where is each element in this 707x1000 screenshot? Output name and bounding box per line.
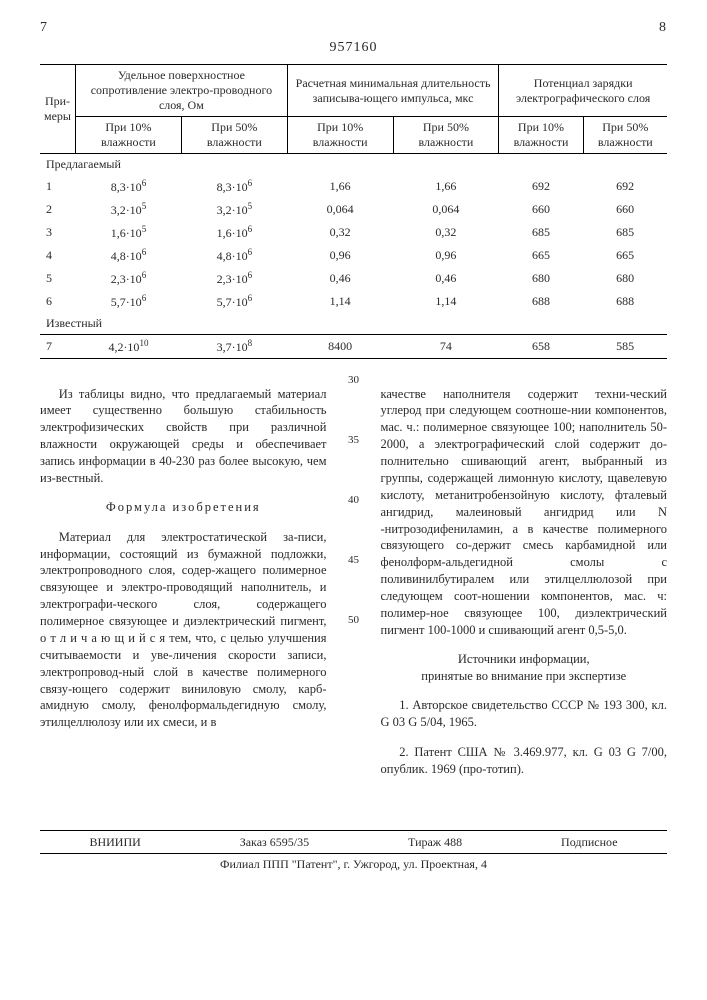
- patent-number: 957160: [40, 40, 667, 56]
- table-cell: 5,7·106: [75, 290, 181, 313]
- table-cell: 2: [40, 198, 75, 221]
- th-r50: При 50% влажности: [181, 117, 287, 154]
- table-cell: 0,96: [393, 244, 499, 267]
- table-cell: 680: [583, 267, 667, 290]
- right-column: качестве наполнителя содержит техни-ческ…: [381, 373, 668, 790]
- footer-order: Заказ 6595/35: [240, 835, 309, 850]
- th-p10: При 10% влажности: [499, 117, 583, 154]
- footer-address: Филиал ППП "Патент", г. Ужгород, ул. Про…: [40, 857, 667, 872]
- data-table: При- меры Удельное поверхностное сопроти…: [40, 64, 667, 359]
- table-cell: 6: [40, 290, 75, 313]
- group-known: Известный: [40, 313, 667, 335]
- table-row: 52,3·1062,3·1060,460,46680680: [40, 267, 667, 290]
- table-cell: 660: [499, 198, 583, 221]
- table-cell: 3,2·105: [181, 198, 287, 221]
- table-row: 74,2·10103,7·108840074658585: [40, 335, 667, 359]
- table-row: 31,6·1051,6·1060,320,32685685: [40, 221, 667, 244]
- formula-title: Формула изобретения: [40, 499, 327, 516]
- ln40: 40: [348, 493, 359, 508]
- table-cell: 4: [40, 244, 75, 267]
- footer-vniipi: ВНИИПИ: [89, 835, 140, 850]
- th-resistance: Удельное поверхностное сопротивление эле…: [75, 65, 287, 117]
- footer: ВНИИПИ Заказ 6595/35 Тираж 488 Подписное…: [40, 830, 667, 872]
- src1: 1. Авторское свидетельство СССР № 193 30…: [381, 697, 668, 731]
- table-row: 44,8·1064,8·1060,960,96665665: [40, 244, 667, 267]
- footer-sub: Подписное: [561, 835, 618, 850]
- th-r10: При 10% влажности: [75, 117, 181, 154]
- table-cell: 1: [40, 175, 75, 198]
- table-cell: 692: [583, 175, 667, 198]
- ln30: 30: [348, 373, 359, 388]
- table-cell: 688: [499, 290, 583, 313]
- table-cell: 692: [499, 175, 583, 198]
- table-cell: 1,14: [287, 290, 393, 313]
- table-cell: 685: [499, 221, 583, 244]
- table-cell: 0,32: [393, 221, 499, 244]
- table-cell: 0,46: [393, 267, 499, 290]
- th-examples: При- меры: [40, 65, 75, 154]
- table-cell: 658: [499, 335, 583, 359]
- table-cell: 3,2·105: [75, 198, 181, 221]
- body-columns: Из таблицы видно, что предлагаемый матер…: [40, 373, 667, 790]
- page-right-num: 8: [659, 20, 667, 36]
- table-cell: 1,66: [287, 175, 393, 198]
- table-cell: 660: [583, 198, 667, 221]
- th-duration: Расчетная минимальная длительность запис…: [287, 65, 499, 117]
- left-p1: Из таблицы видно, что предлагаемый матер…: [40, 386, 327, 487]
- table-cell: 0,46: [287, 267, 393, 290]
- table-row: 65,7·1065,7·1061,141,14688688: [40, 290, 667, 313]
- table-cell: 0,064: [287, 198, 393, 221]
- th-p50: При 50% влажности: [583, 117, 667, 154]
- group-proposed: Предлагаемый: [40, 154, 667, 176]
- ln45: 45: [348, 553, 359, 568]
- src2: 2. Патент США № 3.469.977, кл. G 03 G 7/…: [381, 744, 668, 778]
- line-numbers: 30 35 40 45 50: [345, 373, 363, 790]
- sources-title: Источники информации, принятые во вниман…: [381, 651, 668, 685]
- table-cell: 1,66: [393, 175, 499, 198]
- table-cell: 688: [583, 290, 667, 313]
- table-cell: 685: [583, 221, 667, 244]
- table-cell: 680: [499, 267, 583, 290]
- table-cell: 74: [393, 335, 499, 359]
- left-column: Из таблицы видно, что предлагаемый матер…: [40, 373, 327, 790]
- table-cell: 5: [40, 267, 75, 290]
- table-cell: 7: [40, 335, 75, 359]
- table-cell: 5,7·106: [181, 290, 287, 313]
- table-cell: 0,32: [287, 221, 393, 244]
- table-cell: 8400: [287, 335, 393, 359]
- table-cell: 8,3·106: [75, 175, 181, 198]
- table-cell: 1,6·105: [75, 221, 181, 244]
- th-d10: При 10% влажности: [287, 117, 393, 154]
- table-cell: 4,2·1010: [75, 335, 181, 359]
- table-cell: 3,7·108: [181, 335, 287, 359]
- table-cell: 665: [583, 244, 667, 267]
- left-p2: Материал для электростатической за-писи,…: [40, 529, 327, 732]
- table-cell: 665: [499, 244, 583, 267]
- table-row: 18,3·1068,3·1061,661,66692692: [40, 175, 667, 198]
- th-potential: Потенциал зарядки электрографического сл…: [499, 65, 667, 117]
- table-cell: 3: [40, 221, 75, 244]
- page-left-num: 7: [40, 20, 48, 36]
- table-cell: 1,14: [393, 290, 499, 313]
- ln35: 35: [348, 433, 359, 448]
- table-cell: 585: [583, 335, 667, 359]
- table-cell: 4,8·106: [75, 244, 181, 267]
- table-row: 23,2·1053,2·1050,0640,064660660: [40, 198, 667, 221]
- table-cell: 4,8·106: [181, 244, 287, 267]
- table-cell: 0,064: [393, 198, 499, 221]
- table-cell: 0,96: [287, 244, 393, 267]
- table-cell: 2,3·106: [75, 267, 181, 290]
- th-d50: При 50% влажности: [393, 117, 499, 154]
- table-cell: 2,3·106: [181, 267, 287, 290]
- right-p1: качестве наполнителя содержит техни-ческ…: [381, 386, 668, 639]
- footer-tiraj: Тираж 488: [408, 835, 462, 850]
- table-cell: 1,6·106: [181, 221, 287, 244]
- ln50: 50: [348, 613, 359, 628]
- table-cell: 8,3·106: [181, 175, 287, 198]
